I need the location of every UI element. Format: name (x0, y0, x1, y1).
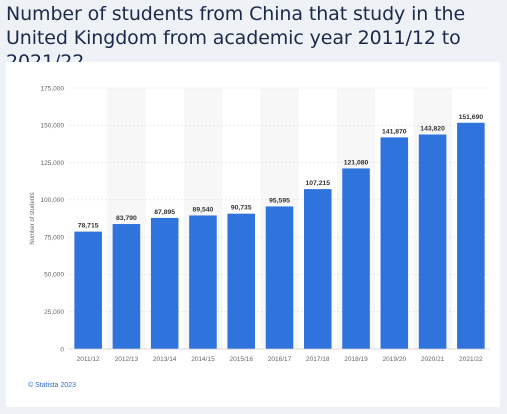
chart-card: 0 25,000 50,000 75,000 100,000 125,000 150,000… (6, 62, 500, 407)
x-tick-label: 2020/21 (421, 356, 445, 363)
y-tick-label: 125,000 (41, 160, 65, 167)
bar (303, 189, 332, 349)
y-tick-label: 50,000 (44, 272, 64, 279)
source-credit[interactable]: © Statista 2023 (28, 382, 76, 389)
bar (342, 168, 370, 349)
bar (418, 134, 447, 349)
x-tick-label: 2017/18 (306, 356, 330, 363)
bar-value-label: 89,540 (193, 206, 214, 213)
y-tick-label: 75,000 (44, 234, 64, 241)
x-tick-label: 2012/13 (115, 356, 139, 363)
x-tick-label: 2015/16 (229, 356, 253, 363)
x-tick-label: 2013/14 (153, 356, 177, 363)
y-axis-title: Number of students (30, 192, 36, 244)
bar-value-label: 78,715 (78, 223, 99, 230)
bar-value-label: 83,790 (116, 215, 137, 222)
bar-value-label: 90,735 (231, 205, 252, 212)
bar (227, 213, 256, 349)
y-tick-label: 175,000 (41, 85, 65, 92)
y-tick-label: 100,000 (41, 197, 65, 204)
bar-chart: 0 25,000 50,000 75,000 100,000 125,000 150,000… (30, 85, 490, 363)
x-tick-label: 2014/15 (191, 356, 215, 363)
bar (265, 206, 294, 349)
bar (150, 217, 179, 349)
bar (74, 231, 102, 349)
x-tick-label: 2019/20 (383, 356, 407, 363)
bar-value-label: 151,690 (459, 114, 484, 121)
x-tick-label: 2016/17 (268, 356, 292, 363)
bar-value-label: 107,215 (305, 180, 330, 187)
y-tick-label: 150,000 (41, 123, 65, 130)
x-tick-label: 2018/19 (344, 356, 368, 363)
bar-value-label: 87,895 (154, 209, 175, 216)
y-tick-label: 25,000 (44, 309, 64, 316)
y-tick-label: 0 (60, 346, 64, 353)
bar-value-label: 95,595 (269, 197, 290, 204)
x-tick-label: 2021/22 (459, 356, 483, 363)
x-tick-label: 2011/12 (77, 356, 100, 363)
bar (457, 122, 485, 349)
bar (112, 224, 141, 349)
bar (380, 137, 409, 349)
bar-value-label: 141,870 (382, 128, 407, 135)
bar-value-label: 143,820 (420, 126, 445, 133)
bar-value-label: 121,080 (344, 159, 369, 166)
bar (189, 215, 217, 349)
